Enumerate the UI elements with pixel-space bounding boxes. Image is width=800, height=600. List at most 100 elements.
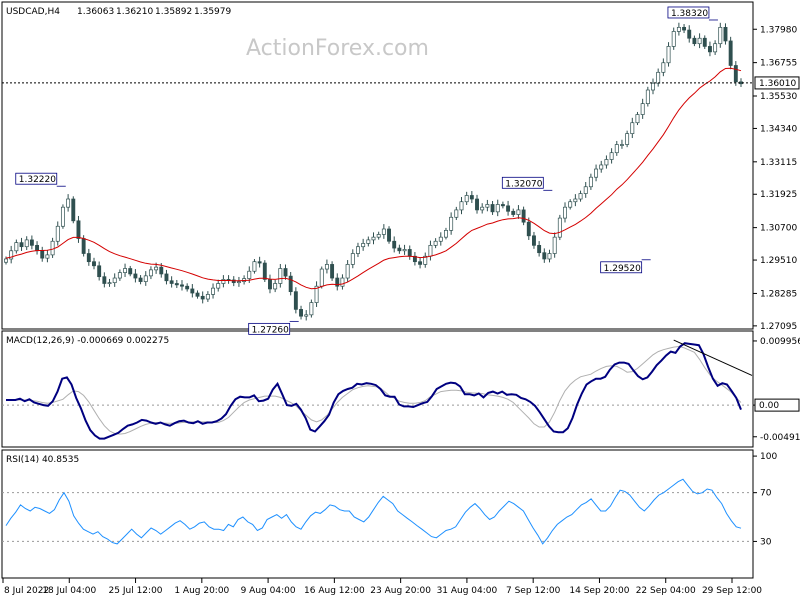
candle-body	[444, 230, 448, 238]
price-candles	[4, 22, 743, 321]
candle-body	[45, 254, 50, 259]
annotation-box	[600, 261, 643, 274]
time-axis-label: 9 Aug 04:00	[241, 586, 296, 596]
candle-body	[55, 225, 60, 242]
candle-body	[407, 249, 412, 257]
ohlc-close: 1.35979	[194, 7, 231, 17]
candle-body	[19, 242, 24, 248]
candle-body	[174, 283, 179, 286]
candle-body	[433, 240, 438, 246]
price-axis-label: 1.34340	[760, 124, 797, 134]
candle-body	[464, 195, 469, 203]
macd-axis-label: 0.009956	[760, 337, 800, 347]
candle-body	[60, 206, 65, 227]
candle-body	[392, 240, 397, 249]
candle-body	[563, 206, 567, 219]
candle-body	[702, 37, 707, 47]
candle-body	[107, 282, 112, 285]
time-axis-label: 22 Sep 04:00	[636, 586, 696, 596]
moving-average-line	[5, 67, 742, 290]
candle-body	[588, 176, 593, 188]
candle-body	[335, 277, 340, 287]
candle-body	[356, 246, 360, 254]
rsi-line	[5, 478, 742, 545]
candle-body	[185, 285, 190, 290]
candle-body	[661, 62, 666, 73]
candle-body	[366, 239, 371, 244]
candle-body	[81, 238, 86, 254]
candle-body	[71, 198, 76, 222]
price-axis-label: 1.27095	[760, 322, 797, 332]
watermark: ActionForex.com	[246, 36, 429, 61]
candle-body	[50, 240, 55, 256]
candle-body	[376, 234, 381, 238]
candle-body	[542, 252, 547, 260]
candle-body	[552, 236, 557, 254]
candle-body	[537, 244, 542, 254]
candle-body	[257, 261, 262, 264]
candle-body	[728, 40, 733, 66]
candle-body	[635, 114, 640, 124]
candle-body	[231, 279, 236, 284]
candle-body	[273, 283, 278, 290]
candle-body	[283, 268, 288, 277]
candle-body	[195, 292, 200, 297]
candle-body	[24, 239, 29, 248]
candle-body	[547, 253, 552, 260]
price-axis-label: 1.31925	[760, 190, 797, 200]
candle-body	[76, 220, 81, 239]
candle-body	[66, 198, 71, 208]
annotation-box	[248, 322, 291, 335]
candle-body	[9, 250, 14, 260]
candle-body	[205, 294, 210, 300]
time-axis-label: 25 Jul 12:00	[109, 586, 163, 596]
candle-body	[723, 26, 728, 42]
candle-body	[211, 287, 215, 295]
candle-body	[92, 261, 96, 267]
annotation-box	[667, 6, 710, 19]
candle-body	[324, 264, 329, 270]
candle-body	[361, 243, 366, 248]
time-axis-label: 8 Jul 2022	[4, 586, 49, 596]
price-axis-label: 1.33115	[760, 158, 797, 168]
candle-body	[216, 283, 221, 289]
macd-current-tag	[754, 398, 800, 412]
price-panel-frame	[1, 1, 754, 330]
candle-body	[423, 255, 428, 265]
time-axis-label: 7 Sep 12:00	[506, 586, 561, 596]
candle-body	[236, 281, 241, 284]
candle-body	[449, 216, 454, 231]
candle-body	[713, 43, 718, 53]
candle-body	[707, 46, 712, 53]
candle-body	[247, 270, 252, 279]
candle-body	[143, 275, 148, 282]
candle-body	[676, 26, 681, 32]
candle-body	[459, 201, 464, 211]
candle-body	[682, 26, 687, 31]
time-axis-label: 29 Sep 12:00	[702, 586, 762, 596]
candle-body	[190, 288, 195, 294]
candle-body	[381, 228, 386, 235]
candle-body	[506, 205, 511, 212]
candle-body	[14, 242, 19, 252]
price-axis-label: 1.36755	[760, 59, 797, 69]
rsi-panel-frame	[1, 449, 754, 579]
candle-body	[345, 264, 350, 279]
price-axis-label: 1.35530	[760, 92, 797, 102]
candle-body	[221, 279, 226, 284]
candle-body	[490, 204, 495, 213]
candle-body	[268, 279, 272, 290]
candle-body	[469, 195, 474, 200]
candle-body	[697, 37, 702, 45]
candle-body	[583, 186, 588, 194]
candle-body	[29, 239, 34, 246]
candle-body	[651, 82, 655, 91]
candle-body	[35, 244, 40, 252]
annotation-label: 1.32070	[505, 179, 542, 189]
candle-body	[319, 268, 324, 287]
candle-body	[671, 31, 676, 47]
price-axis-label: 1.28285	[760, 289, 797, 299]
candle-body	[526, 221, 531, 237]
candle-body	[340, 277, 345, 287]
